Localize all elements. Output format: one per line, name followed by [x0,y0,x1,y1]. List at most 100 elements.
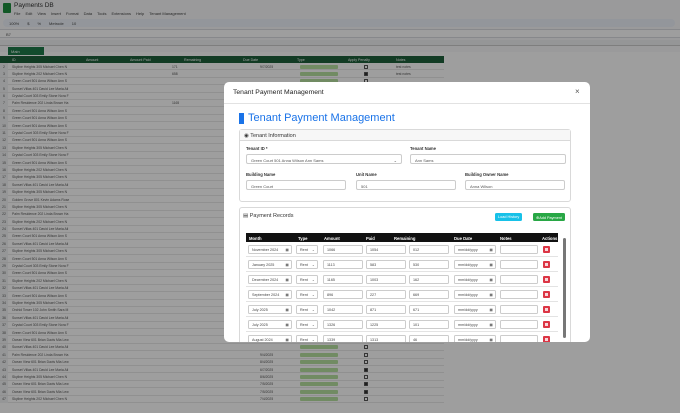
row-id[interactable]: Sunset Villas 401 David Lee Maria Ali [12,286,69,291]
row-id[interactable]: Sunset Villas 401 David Lee Maria Ali [12,227,69,232]
due-date-input[interactable]: mm/dd/yyyy ▦ [454,275,496,284]
close-icon[interactable]: × [575,87,580,96]
table-row[interactable]: 46 Ocean View 601 Brian Davis Mia Lew 7/… [0,388,444,396]
table-row[interactable]: 45 Ocean View 601 Brian Davis Mia Lew 7/… [0,380,444,389]
month-input[interactable]: August 2024 ▦ [248,335,292,342]
row-id[interactable]: Skyline Heights 202 Michael Chen N [12,278,68,283]
row-id[interactable]: Sunset Villas 401 David Lee Maria Ali [12,182,69,187]
menu-item-data[interactable]: Data [83,11,93,16]
sheet-col-header[interactable]: Apply Penalty [348,57,370,62]
row-id[interactable]: Green Court 501 Anna Wilson Ann S [12,123,68,128]
type-chip[interactable] [300,64,338,69]
add-payment-button[interactable]: ⊕Add Payment [533,213,565,221]
delete-icon[interactable] [543,305,550,313]
row-id[interactable]: Palm Residence 202 Linda Brown Ha [12,212,69,217]
menu-item-help[interactable]: Help [136,11,145,16]
row-id[interactable]: Sunset Villas 401 David Lee Maria Ali [12,315,69,320]
row-id[interactable]: Crystal Court 303 Emily Stone Nora F [12,153,69,158]
remaining-input[interactable]: 101 [409,320,449,329]
notes-input[interactable] [500,275,538,284]
amount-input[interactable]: 896 [323,290,363,299]
amount-input[interactable]: 1066 [323,245,363,254]
row-id[interactable]: Palm Residence 202 Linda Brown Ha [12,352,69,357]
row-id[interactable]: Orchid Tower 102 John Smith Sara M [12,308,69,313]
type-chip[interactable] [300,360,338,365]
remaining-input[interactable]: 671 [409,305,449,314]
percent-button[interactable]: % [37,20,42,26]
row-due[interactable]: 8/6/2025 [260,374,274,379]
row-due[interactable]: 9/7/2025 [260,64,274,69]
row-id[interactable]: Green Court 501 Anna Wilson Ann S [12,108,68,113]
row-id[interactable]: Green Court 501 Anna Wilson Ann S [12,293,68,298]
row-id[interactable]: Ocean View 601 Brian Davis Mia Lew [12,389,69,394]
name-box[interactable]: B7 [6,32,11,37]
doc-title[interactable]: Payments DB [14,2,54,9]
amount-input[interactable]: 1165 [323,275,363,284]
notes-input[interactable] [500,305,538,314]
row-id[interactable]: Crystal Court 303 Emily Stone Nora F [12,131,69,136]
building-field[interactable]: Green Court [246,180,346,190]
row-due[interactable]: 7/5/2025 [260,389,274,394]
row-due[interactable]: 9/4/2025 [260,352,274,357]
notes-input[interactable] [500,260,538,269]
due-date-input[interactable]: mm/dd/yyyy ▦ [454,260,496,269]
amount-input[interactable]: 1339 [323,335,363,342]
menu-item-format[interactable]: Format [65,11,79,16]
delete-icon[interactable] [543,275,550,283]
row-due[interactable]: 7/4/2025 [260,397,274,402]
row-id[interactable]: Sunset Villas 401 David Lee Maria Ali [12,345,69,350]
sheet-col-header[interactable]: Notes [396,57,406,62]
remaining-input[interactable]: 012 [409,245,449,254]
penalty-checkbox[interactable] [364,397,368,402]
row-value[interactable]: 1165 [172,101,180,106]
row-id[interactable]: Sunset Villas 401 David Lee Maria Ali [12,367,69,372]
paid-input[interactable]: 1225 [366,320,406,329]
amount-input[interactable]: 1326 [323,320,363,329]
notes-input[interactable] [500,335,538,342]
due-date-input[interactable]: mm/dd/yyyy ▦ [454,290,496,299]
row-id[interactable]: Green Court 501 Anna Wilson Ann S [12,271,68,276]
row-id[interactable]: Green Court 501 Anna Wilson Ann S [12,256,68,261]
row-id[interactable]: Skyline Heights 202 Michael Chen N [12,219,68,224]
row-id[interactable]: Green Court 501 Anna Wilson Ann S [12,138,68,143]
row-notes[interactable]: test notes [396,71,411,76]
row-id[interactable]: Crystal Court 303 Emily Stone Nora F [12,323,69,328]
penalty-checkbox[interactable] [364,64,368,69]
due-date-input[interactable]: mm/dd/yyyy ▦ [454,320,496,329]
row-id[interactable]: Green Court 501 Anna Wilson Ann S [12,116,68,121]
type-chip[interactable] [300,345,338,350]
paid-input[interactable]: 1054 [366,245,406,254]
amount-input[interactable]: 1042 [323,305,363,314]
sheet-col-header[interactable]: Amount Paid [130,57,151,62]
currency-button[interactable]: $ [27,20,30,26]
row-due[interactable]: 8/4/2025 [260,360,274,365]
row-id[interactable]: Ocean View 601 Brian Davis Mia Lew [12,382,69,387]
menu-item-tenant-management[interactable]: Tenant Management [149,11,186,16]
penalty-checkbox[interactable] [364,345,368,350]
paid-input[interactable]: 1003 [366,275,406,284]
table-row[interactable]: 40 Sunset Villas 401 David Lee Maria Ali [0,343,444,352]
type-select[interactable]: Rent ⌄ [296,305,318,314]
row-id[interactable]: Skyline Heights 305 Michael Chen N [12,145,68,150]
penalty-checkbox[interactable] [364,71,368,76]
row-id[interactable]: Crystal Court 303 Emily Stone Nora F [12,94,69,99]
penalty-checkbox[interactable] [364,352,368,357]
row-id[interactable]: Ocean View 601 Brian Davis Mia Lew [12,337,69,342]
remaining-input[interactable]: 162 [409,275,449,284]
type-chip[interactable] [300,397,338,402]
row-due[interactable]: 7/5/2025 [260,382,274,387]
paid-input[interactable]: 871 [366,305,406,314]
menu-item-extensions[interactable]: Extensions [111,11,132,16]
due-date-input[interactable]: mm/dd/yyyy ▦ [454,245,496,254]
row-value[interactable]: 658 [172,71,178,76]
row-id[interactable]: Skyline Heights 202 Michael Chen N [12,71,68,76]
notes-input[interactable] [500,290,538,299]
tenant-id-select[interactable]: Green Court 501 Anna Wilson Ann Sams ⌄ [246,154,402,164]
type-select[interactable]: Rent ⌄ [296,245,318,254]
month-input[interactable]: December 2024 ▦ [248,275,292,284]
table-row[interactable]: 2 Skyline Heights 305 Michael Chen N 171… [0,63,444,71]
type-select[interactable]: Rent ⌄ [296,260,318,269]
row-id[interactable]: Skyline Heights 202 Michael Chen N [12,167,68,172]
row-id[interactable]: Skyline Heights 305 Michael Chen N [12,190,68,195]
menu-item-insert[interactable]: Insert [50,11,61,16]
